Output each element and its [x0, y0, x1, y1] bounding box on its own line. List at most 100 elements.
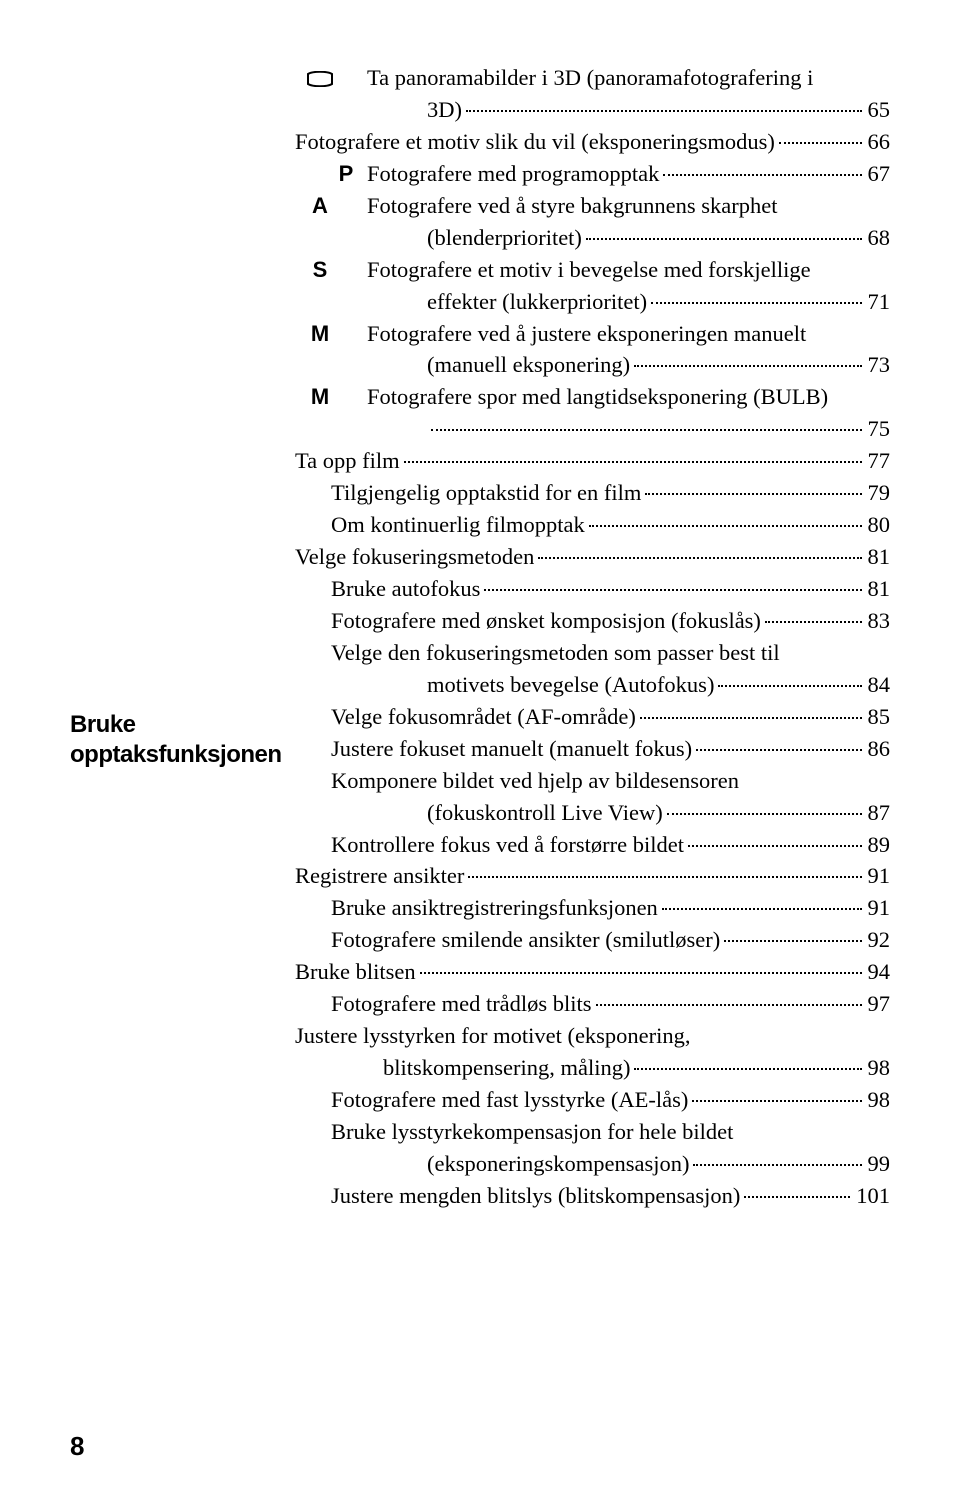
toc-entry-text: Justere lysstyrken for motivet (eksponer…	[295, 1023, 691, 1048]
toc-entry: MFotografere ved å justere eksponeringen…	[295, 318, 890, 350]
toc-page-number: 79	[866, 477, 891, 509]
toc-entry: SFotografere et motiv i bevegelse med fo…	[295, 254, 890, 286]
toc-page-number: 98	[866, 1084, 891, 1116]
toc-entry-text: Fotografere et motiv i bevegelse med for…	[367, 257, 811, 282]
toc-entry-text: Fotografere ved å styre bakgrunnens skar…	[367, 193, 777, 218]
toc-page-number: 87	[866, 797, 891, 829]
dot-leader	[596, 1004, 862, 1006]
toc-entry-continuation: motivets bevegelse (Autofokus)84	[295, 669, 890, 701]
toc-entry-text: Fotografere smilende ansikter (smilutløs…	[331, 924, 720, 956]
dot-leader	[724, 940, 861, 942]
toc-entry: Fotografere et motiv slik du vil (ekspon…	[295, 126, 890, 158]
toc-page-number: 68	[866, 222, 891, 254]
toc-entry-text: Fotografere med programopptak	[367, 158, 659, 190]
toc-entry: Bruke autofokus81	[295, 573, 890, 605]
dot-leader	[688, 845, 861, 847]
toc-page-number: 92	[866, 924, 891, 956]
toc-entry-text: (blenderprioritet)	[427, 222, 582, 254]
toc-entry: Velge fokusområdet (AF-område) 85	[295, 701, 890, 733]
dot-leader	[538, 557, 861, 559]
toc-entry-text: Registrere ansikter	[295, 860, 464, 892]
toc-page-number: 67	[866, 158, 891, 190]
toc-entry: Fotografere med fast lysstyrke (AE-lås)9…	[295, 1084, 890, 1116]
toc-entry-text: Fotografere med ønsket komposisjon (foku…	[331, 605, 761, 637]
toc-entry: Komponere bildet ved hjelp av bildesenso…	[295, 765, 890, 797]
toc-entry-text: (manuell eksponering)	[427, 349, 630, 381]
toc-entry: Justere lysstyrken for motivet (eksponer…	[295, 1020, 890, 1052]
toc-entry-continuation: 75	[295, 413, 890, 445]
toc-entry-text: Velge fokuseringsmetoden	[295, 541, 534, 573]
toc-page-number: 89	[866, 829, 891, 861]
dot-leader	[586, 238, 862, 240]
toc-entry: PFotografere med programopptak 67	[295, 158, 890, 190]
dot-leader	[744, 1196, 850, 1198]
toc-entry-text: Fotografere ved å justere eksponeringen …	[367, 321, 806, 346]
toc-entry: Justere fokuset manuelt (manuelt fokus) 8…	[295, 733, 890, 765]
section-heading-line1: Bruke	[70, 711, 136, 738]
toc-entry: Tilgjengelig opptakstid for en film 79	[295, 477, 890, 509]
toc-page-number: 81	[866, 573, 891, 605]
mode-letter-icon: P	[331, 158, 361, 189]
dot-leader	[640, 717, 862, 719]
toc-entry-continuation: blitskompensering, måling)98	[295, 1052, 890, 1084]
toc-entry-continuation: (eksponeringskompensasjon)99	[295, 1148, 890, 1180]
toc-entry-text: Fotografere spor med langtidseksponering…	[367, 384, 828, 409]
toc-entry: Velge fokuseringsmetoden81	[295, 541, 890, 573]
mode-letter-icon: A	[331, 190, 361, 221]
toc-page-number: 101	[854, 1180, 890, 1212]
toc-entry: Velge den fokuseringsmetoden som passer …	[295, 637, 890, 669]
dot-leader	[645, 493, 861, 495]
toc-entry-continuation: (manuell eksponering) 73	[295, 349, 890, 381]
dot-leader	[466, 110, 862, 112]
panorama-icon	[331, 62, 361, 93]
dot-leader	[651, 302, 861, 304]
toc-entry-text: Komponere bildet ved hjelp av bildesenso…	[331, 768, 739, 793]
dot-leader	[484, 589, 861, 591]
dot-leader	[692, 1100, 861, 1102]
mode-letter-icon: M	[331, 381, 361, 412]
toc-entry-continuation: (blenderprioritet) 68	[295, 222, 890, 254]
toc-entry: Ta panoramabilder i 3D (panoramafotograf…	[295, 62, 890, 94]
toc-entry-continuation: (fokuskontroll Live View)87	[295, 797, 890, 829]
toc-entry: Om kontinuerlig filmopptak80	[295, 509, 890, 541]
dot-leader	[765, 621, 862, 623]
toc-page-number: 77	[866, 445, 891, 477]
toc-page-number: 73	[866, 349, 891, 381]
toc-entry-text: Velge fokusområdet (AF-område)	[331, 701, 636, 733]
toc-entry-text: Bruke blitsen	[295, 956, 416, 988]
section-heading-line2: opptaksfunksjonen	[70, 741, 282, 768]
dot-leader	[718, 685, 861, 687]
dot-leader	[589, 525, 862, 527]
dot-leader	[662, 908, 862, 910]
page: Bruke opptaksfunksjonen Ta panoramabilde…	[70, 62, 890, 1462]
toc-entry: Fotografere med ønsket komposisjon (foku…	[295, 605, 890, 637]
toc-entry-text: Velge den fokuseringsmetoden som passer …	[331, 640, 780, 665]
toc-entry-text: Justere mengden blitslys (blitskompensas…	[331, 1180, 740, 1212]
dot-leader	[779, 142, 862, 144]
mode-letter-icon: S	[331, 254, 361, 285]
toc-entry-text: Justere fokuset manuelt (manuelt fokus)	[331, 733, 692, 765]
dot-leader	[696, 749, 861, 751]
toc-list: Ta panoramabilder i 3D (panoramafotograf…	[295, 62, 890, 1212]
toc-page-number: 75	[866, 413, 891, 445]
toc-page-number: 83	[866, 605, 891, 637]
toc-entry-continuation: 3D)65	[295, 94, 890, 126]
toc-entry: MFotografere spor med langtidseksponerin…	[295, 381, 890, 413]
dot-leader	[634, 1068, 861, 1070]
toc-page-number: 85	[866, 701, 891, 733]
toc-entry: Bruke lysstyrkekompensasjon for hele bil…	[295, 1116, 890, 1148]
toc-entry: Justere mengden blitslys (blitskompensas…	[295, 1180, 890, 1212]
dot-leader	[634, 365, 861, 367]
toc-entry: AFotografere ved å styre bakgrunnens ska…	[295, 190, 890, 222]
toc-entry: Fotografere smilende ansikter (smilutløs…	[295, 924, 890, 956]
toc-page-number: 86	[866, 733, 891, 765]
dot-leader	[468, 876, 861, 878]
section-heading: Bruke opptaksfunksjonen	[70, 710, 295, 770]
toc-entry: Bruke blitsen94	[295, 956, 890, 988]
toc-entry-text: Ta opp film	[295, 445, 400, 477]
toc-entry: Kontrollere fokus ved å forstørre bildet…	[295, 829, 890, 861]
toc-page-number: 97	[866, 988, 891, 1020]
toc-entry-text: Tilgjengelig opptakstid for en film	[331, 477, 641, 509]
dot-leader	[431, 429, 862, 431]
toc-entry-text: Fotografere et motiv slik du vil (ekspon…	[295, 126, 775, 158]
